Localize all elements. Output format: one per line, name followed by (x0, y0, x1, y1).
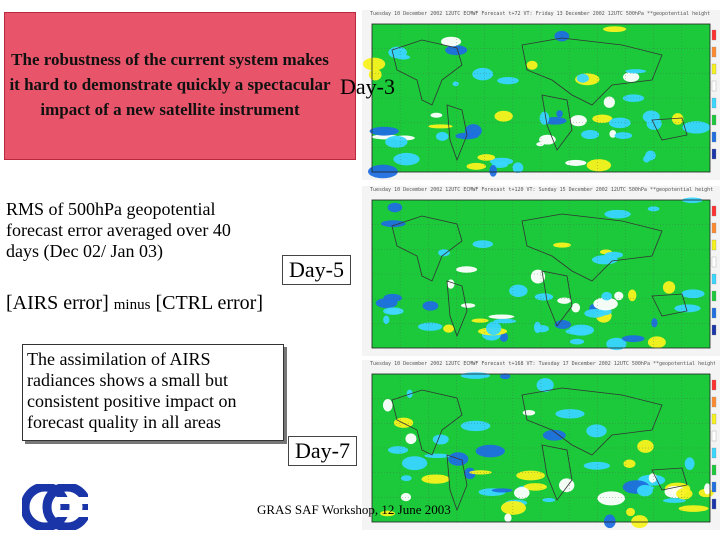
map-header: Tuesday 10 December 2002 12UTC ECMWF For… (370, 187, 714, 193)
day5-label: Day-5 (282, 255, 351, 285)
forecast-map-day5 (371, 197, 717, 351)
ecmwf-logo (22, 484, 88, 530)
forecast-map-day7 (371, 372, 717, 529)
map-panel-day5: Tuesday 10 December 2002 12UTC ECMWF For… (362, 186, 720, 356)
footer-text: GRAS SAF Workshop, 12 June 2003 (257, 502, 451, 517)
difference-label: [AIRS error] minus [CTRL error] (6, 292, 263, 315)
map-header: Tuesday 10 December 2002 12UTC ECMWF For… (370, 361, 715, 367)
slide-title: The robustness of the current system mak… (9, 50, 331, 119)
day7-label: Day-7 (288, 436, 357, 466)
day3-label: Day-3 (340, 74, 395, 99)
diff-ctrl: [CTRL error] (150, 292, 263, 314)
rms-description: RMS of 500hPa geopotential forecast erro… (6, 199, 231, 261)
diff-minus: minus (113, 297, 151, 313)
map-header: Tuesday 10 December 2002 12UTC ECMWF For… (370, 11, 711, 17)
diff-airs: [AIRS error] (6, 292, 114, 314)
map-panel-day7: Tuesday 10 December 2002 12UTC ECMWF For… (362, 360, 720, 530)
assimilation-note: The assimilation of AIRS radiances shows… (22, 344, 284, 441)
forecast-map-day3 (362, 23, 717, 179)
map-panel-day3: Tuesday 10 December 2002 12UTC ECMWF For… (362, 10, 720, 180)
title-box (4, 12, 356, 160)
